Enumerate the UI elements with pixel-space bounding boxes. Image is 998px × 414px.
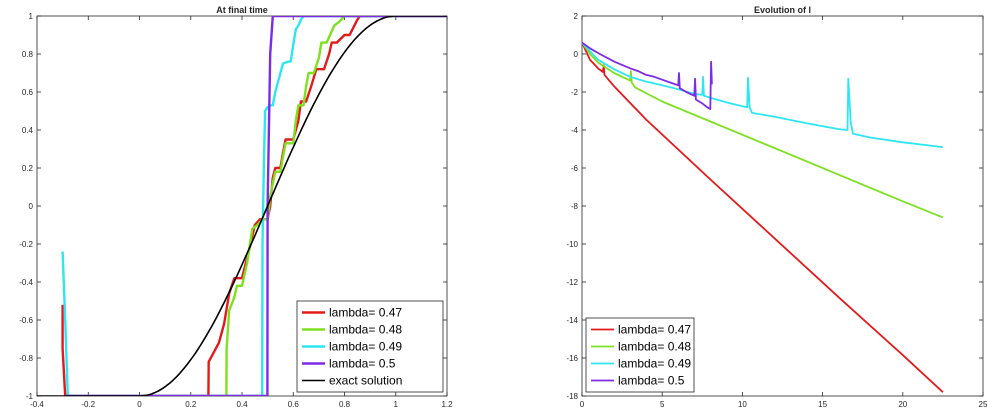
y-tick-label: 0: [574, 50, 579, 59]
legend-label: lambda= 0.47: [329, 306, 402, 320]
x-tick-label: 0: [137, 400, 142, 409]
y-tick-label: -0.6: [19, 316, 33, 325]
x-tick-label: 0.2: [185, 400, 197, 409]
x-tick-label: -0.4: [30, 400, 44, 409]
legend: lambda= 0.47 lambda= 0.48 lambda= 0.49 lamb…: [585, 317, 695, 393]
y-tick-label: -12: [566, 278, 578, 287]
x-tick-label: 10: [738, 400, 747, 409]
y-tick-label: -4: [571, 126, 579, 135]
y-tick-label: -0.2: [19, 240, 33, 249]
chart-title: At final time: [216, 5, 268, 15]
chart-title: Evolution of l: [754, 5, 811, 15]
legend-label: lambda= 0.48: [329, 323, 402, 337]
x-tick-label: 1.2: [441, 400, 453, 409]
series-line-3: [582, 41, 944, 148]
series-line-2: [582, 42, 944, 219]
x-tick-label: 0.4: [236, 400, 248, 409]
x-tick-label: 0.6: [288, 400, 300, 409]
y-tick-label: 1: [29, 12, 34, 21]
y-tick-label: -2: [571, 88, 579, 97]
legend-label: lambda= 0.48: [618, 340, 691, 354]
y-tick-label: 0.6: [22, 88, 34, 97]
y-tick-label: 0.4: [22, 126, 34, 135]
y-tick-label: 0.2: [22, 164, 34, 173]
y-tick-label: -18: [566, 392, 578, 401]
y-tick-label: 0: [29, 202, 34, 211]
y-tick-label: -1: [26, 392, 34, 401]
series-line-2: [65, 16, 447, 396]
y-tick-label: -0.8: [19, 354, 33, 363]
legend: lambda= 0.47 lambda= 0.48 lambda= 0.49 lamb…: [296, 300, 444, 393]
series-line-1: [582, 42, 944, 393]
y-tick-label: -14: [566, 316, 578, 325]
legend-label: lambda= 0.5: [618, 374, 685, 388]
x-tick-label: 0.8: [339, 400, 351, 409]
series-layer: [37, 16, 447, 396]
y-tick-label: -0.4: [19, 278, 33, 287]
series-layer: [582, 41, 944, 393]
x-tick-label: 25: [979, 400, 988, 409]
series-line-3: [61, 16, 447, 396]
y-tick-label: -10: [566, 240, 578, 249]
y-tick-label: -8: [571, 202, 579, 211]
legend-label: lambda= 0.49: [329, 340, 402, 354]
y-tick-label: 0.8: [22, 50, 34, 59]
series-line-4: [65, 16, 447, 396]
x-tick-label: 20: [898, 400, 907, 409]
x-tick-label: 5: [660, 400, 665, 409]
chart-1: At final time -0.4 -0.2 0 0.2 0.4 0.6 0.8 1 1.2 -1…: [19, 5, 453, 409]
x-tick-label: 1: [394, 400, 399, 409]
series-line-4: [582, 41, 713, 110]
y-tick-label: -16: [566, 354, 578, 363]
legend-label: exact solution: [329, 374, 402, 388]
x-tick-label: 0: [580, 400, 585, 409]
y-tick-label: 2: [574, 12, 579, 21]
y-tick-label: -6: [571, 164, 579, 173]
series-line-5: [37, 16, 447, 396]
x-tick-label: 15: [818, 400, 827, 409]
x-tick-label: -0.2: [81, 400, 95, 409]
legend-label: lambda= 0.5: [329, 357, 396, 371]
chart-2: Evolution of l0 5 10 15 20 25-18-16-14-12-10-…: [566, 5, 988, 409]
legend-label: lambda= 0.47: [618, 323, 691, 337]
legend-label: lambda= 0.49: [618, 357, 691, 371]
